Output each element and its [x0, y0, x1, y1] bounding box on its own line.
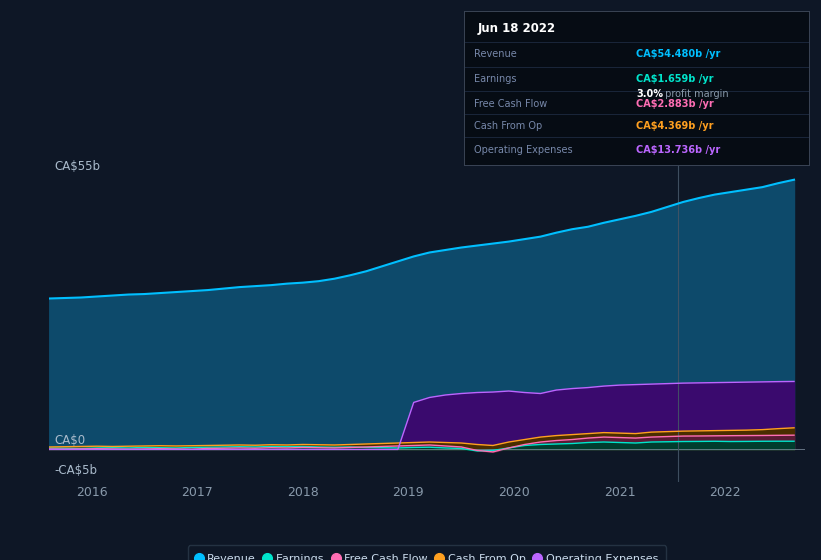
- Text: Cash From Op: Cash From Op: [475, 121, 543, 131]
- Text: -CA$5b: -CA$5b: [54, 464, 98, 477]
- Text: CA$2.883b /yr: CA$2.883b /yr: [636, 99, 714, 109]
- Legend: Revenue, Earnings, Free Cash Flow, Cash From Op, Operating Expenses: Revenue, Earnings, Free Cash Flow, Cash …: [188, 545, 666, 560]
- Text: profit margin: profit margin: [662, 88, 729, 99]
- Text: CA$0: CA$0: [54, 434, 85, 447]
- Text: Free Cash Flow: Free Cash Flow: [475, 99, 548, 109]
- Text: Earnings: Earnings: [475, 74, 516, 84]
- Text: CA$55b: CA$55b: [54, 160, 100, 173]
- Text: CA$54.480b /yr: CA$54.480b /yr: [636, 49, 721, 59]
- Text: CA$1.659b /yr: CA$1.659b /yr: [636, 74, 713, 84]
- Text: CA$4.369b /yr: CA$4.369b /yr: [636, 121, 713, 131]
- Text: CA$13.736b /yr: CA$13.736b /yr: [636, 145, 721, 155]
- Text: Operating Expenses: Operating Expenses: [475, 145, 573, 155]
- Text: Revenue: Revenue: [475, 49, 517, 59]
- Text: Jun 18 2022: Jun 18 2022: [478, 22, 556, 35]
- Text: 3.0%: 3.0%: [636, 88, 663, 99]
